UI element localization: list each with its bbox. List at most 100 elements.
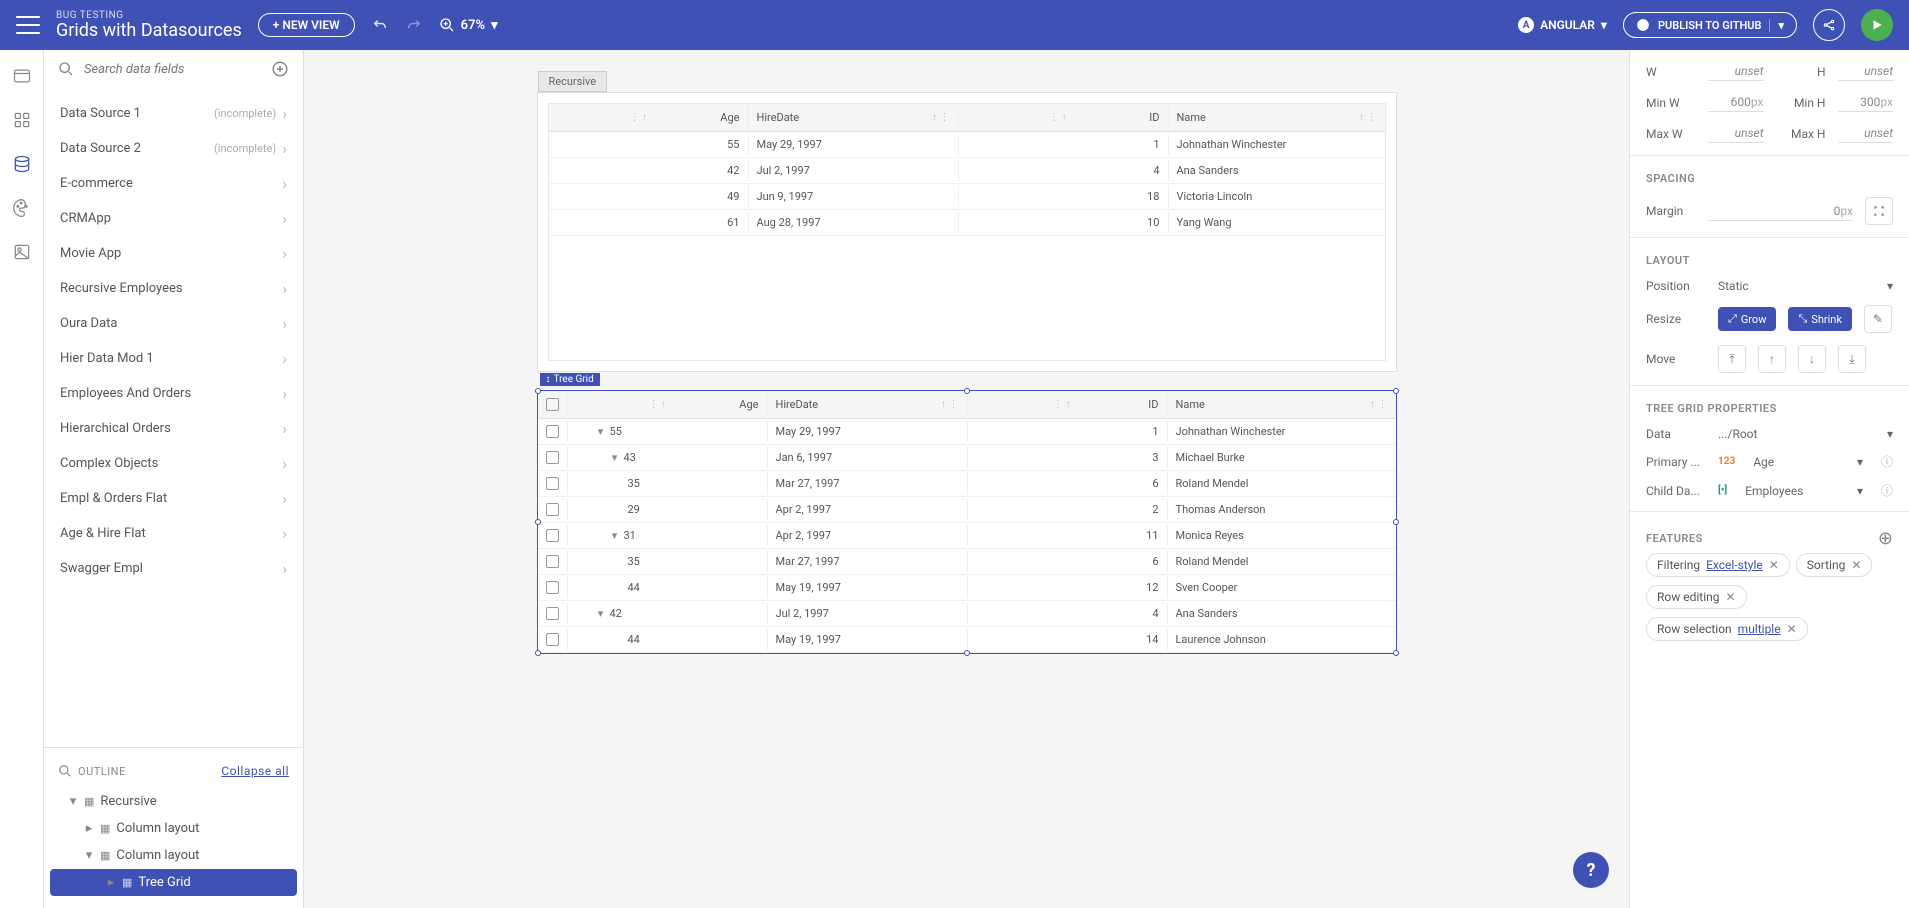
outline-item[interactable]: ▸▦Column layout (44, 815, 303, 842)
outline-item[interactable]: ▾▦Column layout (44, 842, 303, 869)
outline-panel: OUTLINE Collapse all ▾▦Recursive▸▦Column… (44, 747, 303, 908)
chevron-down-icon: ▾ (1769, 19, 1784, 32)
col-id[interactable]: ID (1148, 398, 1158, 411)
tree-row[interactable]: 35Mar 27, 19976Roland Mendel (538, 549, 1396, 575)
properties-panel: WunsetHunset Min W600pxMin H300px Max Wu… (1629, 50, 1909, 908)
tree-row[interactable]: ▾42Jul 2, 19974Ana Sanders (538, 601, 1396, 627)
tree-row[interactable]: ▾55May 29, 19971Johnathan Winchester (538, 419, 1396, 445)
table-row[interactable]: 55May 29, 19971Johnathan Winchester (549, 132, 1385, 158)
datasource-item[interactable]: Swagger Empl› (44, 551, 303, 586)
feature-chip[interactable]: Filtering Excel-style ✕ (1646, 553, 1790, 577)
col-name[interactable]: Name (1176, 398, 1205, 411)
canvas[interactable]: Recursive ⋮ ↑Age HireDate↑ ⋮ ⋮ ↑ID Name↑… (304, 50, 1629, 908)
height-input[interactable]: unset (1838, 62, 1894, 81)
frame-tab[interactable]: Recursive (538, 71, 608, 92)
zoom-icon (439, 17, 455, 33)
grow-button[interactable]: ⤢ Grow (1718, 307, 1776, 331)
table-row[interactable]: 61Aug 28, 199710Yang Wang (549, 210, 1385, 236)
search-icon (58, 61, 74, 77)
datasource-item[interactable]: Employees And Orders› (44, 376, 303, 411)
outline-item[interactable]: ▸▦Tree Grid (50, 869, 297, 896)
tree-row[interactable]: ▾43Jan 6, 19973Michael Burke (538, 445, 1396, 471)
width-input[interactable]: unset (1708, 62, 1764, 81)
info-icon[interactable]: ⓘ (1881, 482, 1893, 499)
treegrid-section: TREE GRID PROPERTIES (1646, 402, 1893, 415)
datasource-item[interactable]: E-commerce› (44, 166, 303, 201)
zoom-control[interactable]: 67% ▾ (439, 17, 498, 33)
redo-icon[interactable] (405, 16, 423, 34)
selection-label[interactable]: ↕Tree Grid (540, 373, 600, 386)
col-name[interactable]: Name (1177, 111, 1206, 124)
undo-icon[interactable] (371, 16, 389, 34)
datasource-item[interactable]: Data Source 1(incomplete)› (44, 96, 303, 131)
move-top-button[interactable]: ⤒ (1718, 345, 1746, 373)
maxw-input[interactable]: unset (1708, 124, 1764, 143)
help-button[interactable]: ? (1573, 852, 1609, 888)
move-bottom-button[interactable]: ⤓ (1838, 345, 1866, 373)
angular-icon: A (1518, 17, 1534, 33)
github-icon (1636, 18, 1650, 32)
data-icon[interactable] (12, 154, 32, 174)
views-icon[interactable] (12, 66, 32, 86)
feature-chip[interactable]: Sorting ✕ (1796, 553, 1873, 577)
select-all-checkbox[interactable] (546, 398, 559, 411)
col-hiredate[interactable]: HireDate (776, 398, 819, 411)
publish-button[interactable]: PUBLISH TO GITHUB ▾ (1623, 12, 1797, 38)
preview-button[interactable] (1861, 9, 1893, 41)
new-view-button[interactable]: + NEW VIEW (258, 13, 355, 37)
menu-icon[interactable] (16, 16, 40, 34)
table-row[interactable]: 49Jun 9, 199718Victoria Lincoln (549, 184, 1385, 210)
datasource-item[interactable]: Complex Objects› (44, 446, 303, 481)
feature-chip[interactable]: Row editing ✕ (1646, 585, 1747, 609)
datasource-item[interactable]: Empl & Orders Flat› (44, 481, 303, 516)
info-icon[interactable]: ⓘ (1881, 453, 1893, 470)
chevron-down-icon: ▾ (1887, 279, 1893, 293)
col-hiredate[interactable]: HireDate (757, 111, 800, 124)
col-age[interactable]: Age (720, 111, 739, 124)
search-input[interactable] (84, 62, 261, 77)
col-age[interactable]: Age (739, 398, 758, 411)
maxh-input[interactable]: unset (1838, 124, 1894, 143)
datasource-item[interactable]: Hierarchical Orders› (44, 411, 303, 446)
datasource-item[interactable]: Recursive Employees› (44, 271, 303, 306)
assets-icon[interactable] (12, 242, 32, 262)
topbar: BUG TESTING Grids with Datasources + NEW… (0, 0, 1909, 50)
add-icon[interactable] (271, 60, 289, 78)
datasource-item[interactable]: CRMApp› (44, 201, 303, 236)
data-select[interactable]: .../Root (1718, 427, 1875, 441)
tree-row[interactable]: 29Apr 2, 19972Thomas Anderson (538, 497, 1396, 523)
frame-recursive[interactable]: Recursive ⋮ ↑Age HireDate↑ ⋮ ⋮ ↑ID Name↑… (537, 92, 1397, 372)
collapse-all-link[interactable]: Collapse all (221, 764, 289, 778)
shrink-button[interactable]: ⤡ Shrink (1788, 307, 1851, 331)
features-section: FEATURES (1646, 532, 1703, 545)
search-icon (58, 764, 72, 778)
datasource-item[interactable]: Hier Data Mod 1› (44, 341, 303, 376)
tree-row[interactable]: ▾31Apr 2, 199711Monica Reyes (538, 523, 1396, 549)
chevron-down-icon: ▾ (1601, 18, 1607, 32)
primary-select[interactable]: Age (1753, 455, 1845, 469)
spacing-section: SPACING (1646, 172, 1893, 185)
position-select[interactable]: Static (1718, 279, 1875, 293)
move-up-button[interactable]: ↑ (1758, 345, 1786, 373)
play-icon (1870, 18, 1884, 32)
add-feature-button[interactable]: ⊕ (1878, 528, 1893, 549)
feature-chip[interactable]: Row selection multiple ✕ (1646, 617, 1808, 641)
move-down-button[interactable]: ↓ (1798, 345, 1826, 373)
datasource-item[interactable]: Movie App› (44, 236, 303, 271)
theme-icon[interactable] (12, 198, 32, 218)
table-row[interactable]: 42Jul 2, 19974Ana Sanders (549, 158, 1385, 184)
frame-treegrid[interactable]: ↕Tree Grid ⋮ ↑Age HireDate↑ ⋮ ⋮ (537, 390, 1397, 654)
datasource-item[interactable]: Oura Data› (44, 306, 303, 341)
tree-row[interactable]: 44May 19, 199712Sven Cooper (538, 575, 1396, 601)
margin-expand-button[interactable] (1865, 197, 1893, 225)
components-icon[interactable] (12, 110, 32, 130)
edit-resize-button[interactable]: ✎ (1864, 305, 1892, 333)
child-select[interactable]: Employees (1745, 484, 1845, 498)
datasource-item[interactable]: Data Source 2(incomplete)› (44, 131, 303, 166)
col-id[interactable]: ID (1149, 111, 1159, 124)
outline-item[interactable]: ▾▦Recursive (44, 788, 303, 815)
datasource-item[interactable]: Age & Hire Flat› (44, 516, 303, 551)
share-button[interactable] (1813, 9, 1845, 41)
framework-selector[interactable]: A ANGULAR ▾ (1518, 17, 1607, 33)
tree-row[interactable]: 35Mar 27, 19976Roland Mendel (538, 471, 1396, 497)
